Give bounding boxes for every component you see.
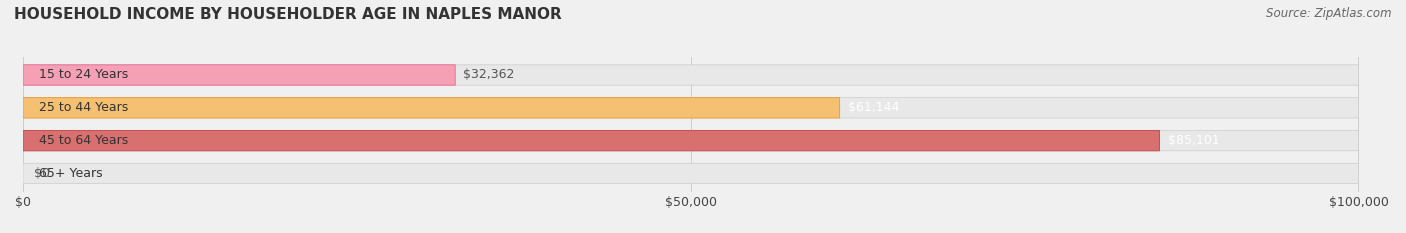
FancyBboxPatch shape	[22, 98, 1358, 118]
Text: $32,362: $32,362	[463, 69, 515, 82]
FancyBboxPatch shape	[22, 65, 456, 85]
FancyBboxPatch shape	[22, 98, 839, 118]
Text: $85,101: $85,101	[1167, 134, 1219, 147]
FancyBboxPatch shape	[22, 163, 1358, 184]
FancyBboxPatch shape	[22, 130, 1160, 151]
Text: $61,144: $61,144	[848, 101, 898, 114]
Text: 65+ Years: 65+ Years	[39, 167, 103, 180]
Text: 15 to 24 Years: 15 to 24 Years	[39, 69, 128, 82]
Text: HOUSEHOLD INCOME BY HOUSEHOLDER AGE IN NAPLES MANOR: HOUSEHOLD INCOME BY HOUSEHOLDER AGE IN N…	[14, 7, 562, 22]
Text: 45 to 64 Years: 45 to 64 Years	[39, 134, 128, 147]
Text: Source: ZipAtlas.com: Source: ZipAtlas.com	[1267, 7, 1392, 20]
Text: 25 to 44 Years: 25 to 44 Years	[39, 101, 128, 114]
FancyBboxPatch shape	[22, 130, 1358, 151]
FancyBboxPatch shape	[22, 65, 1358, 85]
Text: $0: $0	[34, 167, 49, 180]
